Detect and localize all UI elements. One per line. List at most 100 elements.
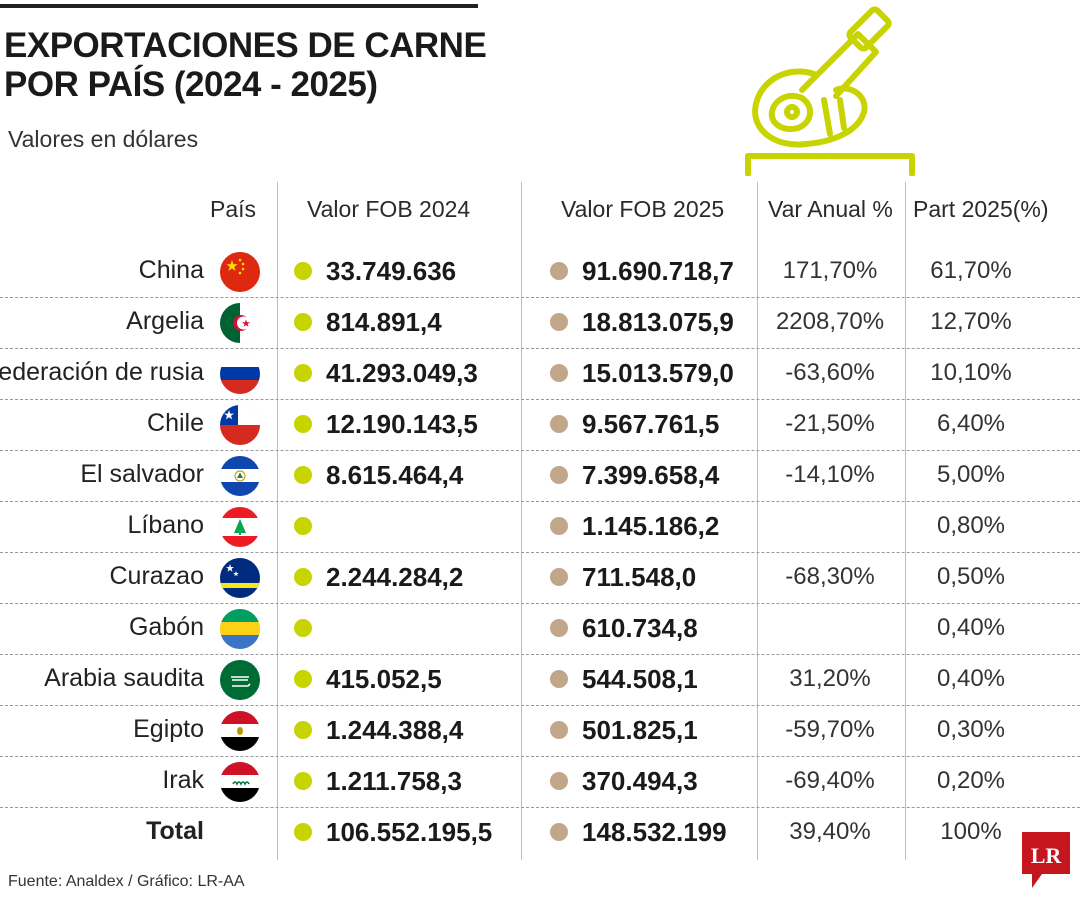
series-2025-dot	[550, 466, 568, 484]
chart-subtitle: Valores en dólares	[8, 126, 199, 152]
part-2025-value: 61,70%	[930, 257, 1012, 284]
series-2024-dot	[294, 670, 312, 688]
fob-2024-value: 415.052,5	[326, 664, 442, 694]
table-row: China 33.749.636 91.690.718,7 171,70% 61,70%	[0, 246, 1080, 298]
fob-2024-value: 33.749.636	[326, 256, 457, 286]
var-anual-value: -63,60%	[785, 359, 875, 386]
series-2025-dot	[550, 415, 568, 433]
meat-cleaver-icon	[745, 6, 915, 176]
fob-2025-value: 9.567.761,5	[582, 409, 720, 439]
lr-logo: LR	[1022, 832, 1070, 888]
fob-2024-value: 1.244.388,4	[326, 715, 464, 745]
country-name: Egipto	[133, 715, 204, 743]
fob-2024-value: 814.891,4	[326, 307, 442, 337]
part-2025-value: 0,40%	[936, 665, 1006, 692]
part-2025-value: 0,20%	[936, 767, 1006, 794]
table-row: Federación de rusia 41.293.049,3 15.013.57…	[0, 348, 1080, 400]
country-name: Chile	[147, 409, 204, 437]
column-divider-3	[757, 182, 758, 860]
series-2024-dot	[294, 619, 312, 637]
curacao-flag-icon	[220, 558, 260, 598]
fob-2024-value: 12.190.143,5	[326, 409, 478, 439]
country-name: Federación de rusia	[0, 358, 204, 386]
part-2025-value: 5,00%	[936, 461, 1006, 488]
chart-title: EXPORTACIONES DE CARNE POR PAÍS (2024 - …	[4, 26, 604, 104]
country-name: Curazao	[109, 562, 205, 590]
part-2025-value: 10,10%	[930, 359, 1012, 386]
series-2024-dot	[294, 262, 312, 280]
fob-2025-value: 610.734,8	[582, 613, 698, 643]
part-2025-value: 12,70%	[930, 308, 1012, 335]
series-2025-dot	[550, 772, 568, 790]
series-2025-dot	[550, 313, 568, 331]
country-name: Arabia saudita	[44, 664, 204, 692]
fob-2025-value: 370.494,3	[582, 766, 698, 796]
series-2024-dot	[294, 772, 312, 790]
table-row: Chile 12.190.143,5 9.567.761,5 -21,50% 6,40%	[0, 399, 1080, 451]
fob-2024-value: 8.615.464,4	[326, 460, 464, 490]
var-anual-value: -14,10%	[785, 461, 875, 488]
part-2025-value: 0,50%	[936, 563, 1006, 590]
fob-2025-value: 18.813.075,9	[582, 307, 734, 337]
part-2025-value: 0,30%	[936, 716, 1006, 743]
country-name: Líbano	[127, 511, 204, 539]
title-line-2: POR PAÍS (2024 - 2025)	[4, 65, 378, 104]
egypt-flag-icon	[220, 711, 260, 751]
table-row: Egipto 1.244.388,4 501.825,1 -59,70% 0,30%	[0, 705, 1080, 757]
fob-2025-value: 7.399.658,4	[582, 460, 720, 490]
series-2025-dot	[550, 721, 568, 739]
fob-2025-value: 1.145.186,2	[582, 511, 720, 541]
fob-2025-value: 91.690.718,7	[582, 256, 734, 286]
gabon-flag-icon	[220, 609, 260, 649]
var-anual-value: 171,70%	[782, 257, 878, 284]
country-name: Argelia	[126, 307, 204, 335]
header-fob-2025: Valor FOB 2025	[561, 196, 725, 222]
fob-2025-value: 148.532.199	[582, 817, 727, 847]
source-note: Fuente: Analdex / Gráfico: LR-AA	[8, 873, 245, 890]
table-row: El salvador 8.615.464,4 7.399.658,4 -14,10%…	[0, 450, 1080, 502]
series-2024-dot	[294, 415, 312, 433]
series-2024-dot	[294, 466, 312, 484]
column-divider-2	[521, 182, 522, 860]
country-name: Irak	[162, 766, 204, 794]
table-row: Líbano 1.145.186,2 0,80%	[0, 501, 1080, 553]
part-2025-value: 6,40%	[936, 410, 1006, 437]
lebanon-flag-icon	[220, 507, 260, 547]
lr-logo-text: LR	[1031, 843, 1063, 868]
series-2024-dot	[294, 823, 312, 841]
russia-flag-icon	[220, 354, 260, 394]
saudi-arabia-flag-icon	[220, 660, 260, 700]
el-salvador-flag-icon	[220, 456, 260, 496]
series-2025-dot	[550, 619, 568, 637]
country-name: El salvador	[80, 460, 204, 488]
series-2025-dot	[550, 670, 568, 688]
total-label: Total	[146, 817, 204, 845]
part-2025-value: 100%	[940, 818, 1002, 845]
header-part: Part 2025(%)	[913, 196, 1049, 222]
var-anual-value: 39,40%	[789, 818, 871, 845]
table-row: Irak 1.211.758,3 370.494,3 -69,40% 0,20%	[0, 756, 1080, 808]
var-anual-value: -69,40%	[785, 767, 875, 794]
series-2024-dot	[294, 313, 312, 331]
chile-flag-icon	[220, 405, 260, 445]
series-2025-dot	[550, 568, 568, 586]
total-row: Total 106.552.195,5 148.532.199 39,40% 100%	[0, 807, 1080, 858]
series-2025-dot	[550, 262, 568, 280]
table-row: Curazao 2.244.284,2 711.548,0 -68,30% 0,50%	[0, 552, 1080, 604]
table-row: Gabón 610.734,8 0,40%	[0, 603, 1080, 655]
fob-2024-value: 1.211.758,3	[326, 766, 462, 796]
header-country: País	[210, 196, 257, 222]
var-anual-value: 31,20%	[789, 665, 871, 692]
china-flag-icon	[220, 252, 260, 292]
fob-2024-value: 2.244.284,2	[326, 562, 464, 592]
fob-2024-value: 106.552.195,5	[326, 817, 493, 847]
fob-2025-value: 501.825,1	[582, 715, 698, 745]
part-2025-value: 0,40%	[936, 614, 1006, 641]
series-2024-dot	[294, 721, 312, 739]
algeria-flag-icon	[220, 303, 260, 343]
var-anual-value: 2208,70%	[775, 308, 885, 335]
part-2025-value: 0,80%	[936, 512, 1006, 539]
table-row: Argelia 814.891,4 18.813.075,9 2208,70% 12,7…	[0, 297, 1080, 349]
series-2025-dot	[550, 823, 568, 841]
fob-2024-value: 41.293.049,3	[326, 358, 478, 388]
